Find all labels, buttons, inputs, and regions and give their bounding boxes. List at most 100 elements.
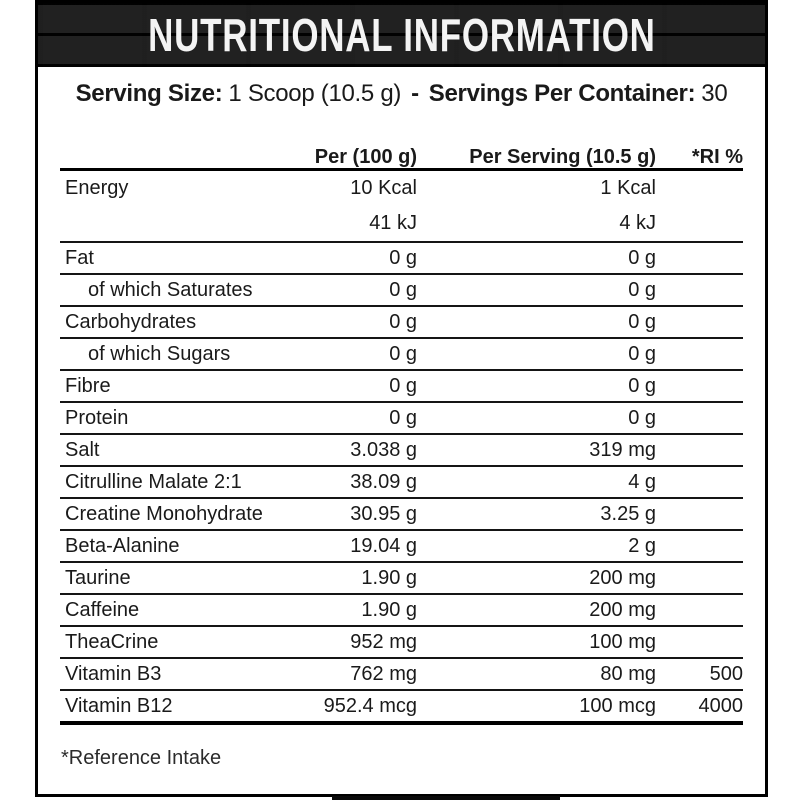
per-100g-value: 952 mg xyxy=(350,630,417,653)
per-serving-value: 1 Kcal xyxy=(600,177,656,199)
table-row: Salt 3.038 g 319 mg xyxy=(60,435,743,467)
table-row-line: of which Sugars 0 g 0 g xyxy=(60,339,743,369)
table-row: Protein 0 g 0 g xyxy=(60,403,743,435)
table-row: Beta-Alanine 19.04 g 2 g xyxy=(60,531,743,563)
nutrient-name: Beta-Alanine xyxy=(65,534,180,557)
per-100g-value: 0 g xyxy=(389,310,417,333)
table-row: Energy 10 Kcal 1 Kcal 41 kJ 4 kJ xyxy=(60,171,743,243)
per-serving-value: 319 mg xyxy=(589,438,656,461)
nutrient-name: Salt xyxy=(65,438,100,461)
table-row-line: Beta-Alanine 19.04 g 2 g xyxy=(60,531,743,561)
table-row-line: Fibre 0 g 0 g xyxy=(60,371,743,401)
ri-value: 4000 xyxy=(698,694,744,717)
serving-info: Serving Size: 1 Scoop (10.5 g) - Serving… xyxy=(38,67,765,121)
table-row: Fat 0 g 0 g xyxy=(60,243,743,275)
table-row: Caffeine 1.90 g 200 mg xyxy=(60,595,743,627)
table-row: Carbohydrates 0 g 0 g xyxy=(60,307,743,339)
bottom-strip xyxy=(332,796,560,800)
per-serving-value: 2 g xyxy=(628,534,656,557)
table-row: Citrulline Malate 2:1 38.09 g 4 g xyxy=(60,467,743,499)
per-100g-value: 1.90 g xyxy=(361,598,417,621)
per-serving-value: 80 mg xyxy=(600,662,656,685)
per-100g-value: 952.4 mcg xyxy=(323,694,417,717)
per-serving-value: 200 mg xyxy=(589,598,656,621)
header-per-100g: Per (100 g) xyxy=(314,146,417,168)
table-row: Taurine 1.90 g 200 mg xyxy=(60,563,743,595)
serving-size-value: 1 Scoop (10.5 g) xyxy=(228,80,402,107)
table-row-line: Caffeine 1.90 g 200 mg xyxy=(60,595,743,625)
header-ri-percent: *RI % xyxy=(691,146,743,168)
servings-per-container-label: Servings Per Container: xyxy=(428,80,696,107)
table-row-line: Fat 0 g 0 g xyxy=(60,243,743,273)
per-serving-value: 100 mg xyxy=(589,630,656,653)
per-100g-value: 0 g xyxy=(389,406,417,429)
nutrient-name: of which Saturates xyxy=(88,278,253,301)
per-100g-value: 0 g xyxy=(389,342,417,365)
nutrient-name: Citrulline Malate 2:1 xyxy=(65,470,242,493)
table-row-line: Creatine Monohydrate 30.95 g 3.25 g xyxy=(60,499,743,529)
table-row-line: Vitamin B3 762 mg 80 mg 500 xyxy=(60,659,743,689)
nutrient-name: Taurine xyxy=(65,566,131,589)
table-row-line: Energy 10 Kcal 1 Kcal xyxy=(60,171,743,206)
reference-intake-footnote: *Reference Intake xyxy=(61,747,222,769)
table-row-line: Salt 3.038 g 319 mg xyxy=(60,435,743,465)
serving-size-label: Serving Size: xyxy=(75,80,223,107)
per-100g-value: 30.95 g xyxy=(350,502,417,525)
table-header-row: Per (100 g) Per Serving (10.5 g) *RI % xyxy=(60,146,743,171)
servings-per-container-value: 30 xyxy=(701,80,728,107)
banner: NUTRITIONAL INFORMATION xyxy=(38,3,765,67)
nutrient-name: Carbohydrates xyxy=(65,310,197,333)
nutrient-name: Creatine Monohydrate xyxy=(65,502,263,525)
nutrient-name: of which Sugars xyxy=(88,342,231,365)
per-100g-value: 38.09 g xyxy=(350,470,417,493)
per-100g-value: 19.04 g xyxy=(350,534,417,557)
per-serving-value: 200 mg xyxy=(589,566,656,589)
header-per-serving: Per Serving (10.5 g) xyxy=(469,146,656,168)
per-100g-value: 0 g xyxy=(389,374,417,397)
ri-value: 500 xyxy=(709,662,743,685)
per-100g-value: 762 mg xyxy=(350,662,417,685)
serving-separator: - xyxy=(411,80,419,107)
per-100g-value: 41 kJ xyxy=(369,212,417,234)
table-row-line: Taurine 1.90 g 200 mg xyxy=(60,563,743,593)
per-serving-value: 4 kJ xyxy=(619,212,656,234)
table-row-line: of which Saturates 0 g 0 g xyxy=(60,275,743,305)
nutrient-name: Energy xyxy=(65,177,129,199)
table-row: of which Saturates 0 g 0 g xyxy=(60,275,743,307)
table-row-line: Citrulline Malate 2:1 38.09 g 4 g xyxy=(60,467,743,497)
per-serving-value: 0 g xyxy=(628,310,656,333)
per-serving-value: 0 g xyxy=(628,374,656,397)
table-row: of which Sugars 0 g 0 g xyxy=(60,339,743,371)
per-serving-value: 0 g xyxy=(628,342,656,365)
nutrient-name: Fibre xyxy=(65,374,111,397)
per-serving-value: 0 g xyxy=(628,246,656,269)
nutrient-name: Vitamin B12 xyxy=(65,694,173,717)
table-row: TheaCrine 952 mg 100 mg xyxy=(60,627,743,659)
table-row-line: Vitamin B12 952.4 mcg 100 mcg 4000 xyxy=(60,691,743,721)
per-serving-value: 0 g xyxy=(628,278,656,301)
table-row-line: 41 kJ 4 kJ xyxy=(60,206,743,241)
table-row-line: TheaCrine 952 mg 100 mg xyxy=(60,627,743,657)
per-100g-value: 3.038 g xyxy=(350,438,417,461)
table-row-line: Carbohydrates 0 g 0 g xyxy=(60,307,743,337)
nutrient-name: Caffeine xyxy=(65,598,140,621)
per-serving-value: 3.25 g xyxy=(600,502,656,525)
nutrient-name: Protein xyxy=(65,406,129,429)
nutrient-name: Fat xyxy=(65,246,94,269)
table-row: Vitamin B12 952.4 mcg 100 mcg 4000 xyxy=(60,691,743,725)
nutrient-name: TheaCrine xyxy=(65,630,159,653)
table-row: Vitamin B3 762 mg 80 mg 500 xyxy=(60,659,743,691)
per-serving-value: 100 mcg xyxy=(579,694,656,717)
page-title: NUTRITIONAL INFORMATION xyxy=(147,9,656,61)
per-serving-value: 0 g xyxy=(628,406,656,429)
nutrition-table: Per (100 g) Per Serving (10.5 g) *RI % E… xyxy=(60,146,743,725)
per-100g-value: 0 g xyxy=(389,278,417,301)
table-row-line: Protein 0 g 0 g xyxy=(60,403,743,433)
nutrition-label: NUTRITIONAL INFORMATION Serving Size: 1 … xyxy=(35,0,768,797)
per-100g-value: 10 Kcal xyxy=(350,177,417,199)
nutrient-name: Vitamin B3 xyxy=(65,662,162,685)
per-100g-value: 1.90 g xyxy=(361,566,417,589)
per-serving-value: 4 g xyxy=(628,470,656,493)
table-row: Creatine Monohydrate 30.95 g 3.25 g xyxy=(60,499,743,531)
